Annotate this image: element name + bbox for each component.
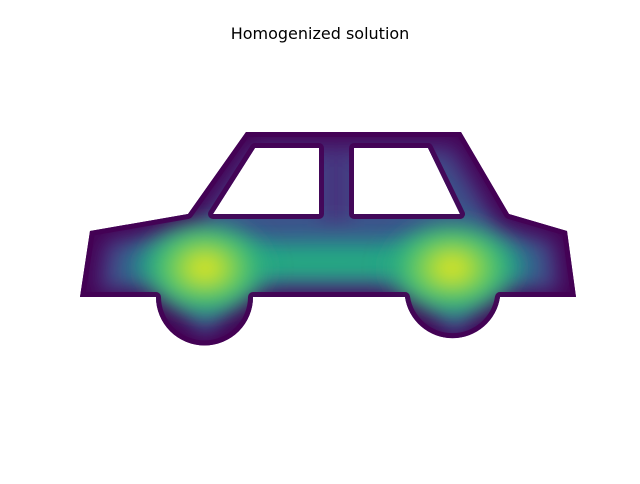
chart-title: Homogenized solution — [230, 24, 410, 43]
front-wheel-peak — [135, 216, 275, 320]
rear-wheel-peak — [380, 216, 524, 320]
boundary-rim — [80, 132, 576, 346]
